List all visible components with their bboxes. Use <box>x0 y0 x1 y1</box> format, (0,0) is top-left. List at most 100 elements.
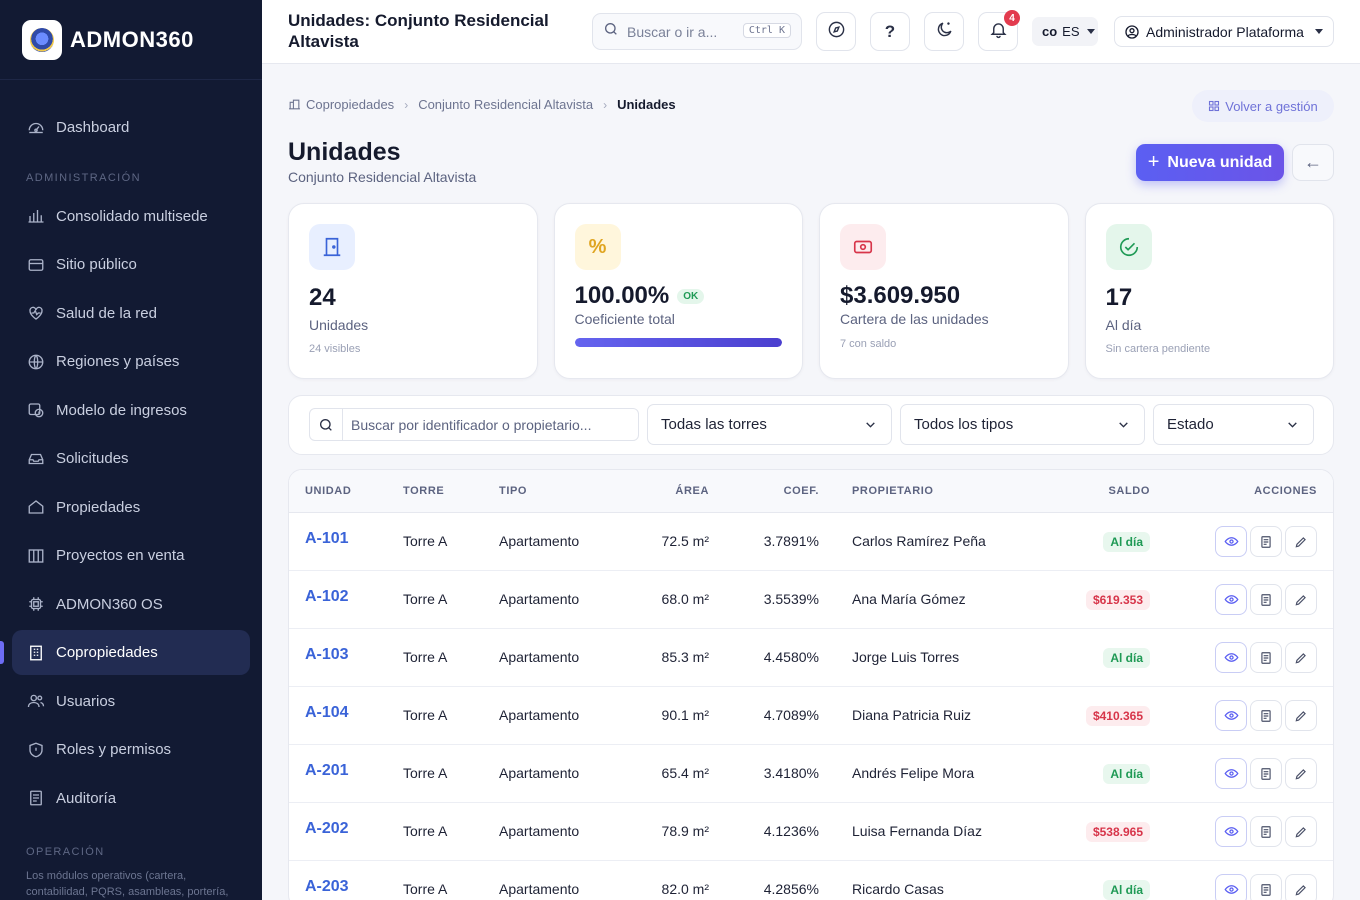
section-label-admin: ADMINISTRACIÓN <box>26 171 141 184</box>
pencil-icon <box>1294 593 1308 607</box>
user-name: Administrador Plataforma <box>1146 23 1304 40</box>
back-button[interactable]: ← <box>1292 144 1334 181</box>
sidebar-item-admon-os[interactable]: ADMON360 OS <box>12 582 250 627</box>
language-selector[interactable]: co ES <box>1032 17 1098 46</box>
unit-link[interactable]: A-202 <box>305 820 349 837</box>
document-button[interactable] <box>1250 758 1282 789</box>
sidebar-nav: Dashboard ADMINISTRACIÓN Consolidado mul… <box>0 80 262 900</box>
edit-button[interactable] <box>1285 584 1317 615</box>
notifications-button[interactable]: 4 <box>978 10 1020 51</box>
cell-type: Apartamento <box>499 533 580 549</box>
revenue-icon <box>26 400 46 420</box>
column-header-coef[interactable]: COEF. <box>783 485 819 497</box>
notification-count-badge: 4 <box>1004 10 1020 26</box>
unit-link[interactable]: A-104 <box>305 704 349 721</box>
sidebar-item-usuarios[interactable]: Usuarios <box>12 679 250 724</box>
type-filter-select[interactable]: Todos los tipos <box>900 404 1145 445</box>
sidebar-item-copropiedades[interactable]: Copropiedades <box>0 630 250 675</box>
sidebar-item-roles[interactable]: Roles y permisos <box>12 727 250 772</box>
breadcrumb-item[interactable]: Copropiedades <box>306 97 395 112</box>
balance-badge: $619.353 <box>1085 590 1150 610</box>
eye-icon <box>1223 592 1239 607</box>
sidebar-item-proyectos[interactable]: Proyectos en venta <box>12 533 250 578</box>
sidebar-item-consolidado[interactable]: Consolidado multisede <box>12 194 250 239</box>
status-filter-select[interactable]: Estado <box>1153 404 1314 445</box>
chevron-right-icon: › <box>603 97 608 112</box>
column-header-area[interactable]: ÁREA <box>675 485 709 497</box>
user-menu-button[interactable]: Administrador Plataforma <box>1114 16 1334 47</box>
sidebar-item-regiones[interactable]: Regiones y países <box>12 339 250 384</box>
edit-button[interactable] <box>1285 700 1317 731</box>
document-button[interactable] <box>1250 584 1282 615</box>
table-row: A-101 Torre A Apartamento 72.5 m² 3.7891% Car… <box>289 513 1333 571</box>
edit-button[interactable] <box>1285 758 1317 789</box>
new-unit-button[interactable]: + Nueva unidad <box>1136 144 1284 181</box>
sidebar-item-sitio-publico[interactable]: Sitio público <box>12 242 250 287</box>
balance-badge: Al día <box>1103 880 1150 900</box>
breadcrumb-item[interactable]: Conjunto Residencial Altavista <box>418 97 594 112</box>
view-button[interactable] <box>1215 642 1247 673</box>
stat-label: Coeficiente total <box>574 311 675 327</box>
compass-button[interactable] <box>816 12 856 51</box>
language-code: ES <box>1062 24 1080 39</box>
view-button[interactable] <box>1215 584 1247 615</box>
document-button[interactable] <box>1250 874 1282 900</box>
sidebar-item-modelo-ingresos[interactable]: Modelo de ingresos <box>12 388 250 433</box>
back-to-management-button[interactable]: Volver a gestión <box>1192 90 1334 122</box>
view-button[interactable] <box>1215 874 1247 900</box>
crest-logo <box>22 19 62 60</box>
sidebar-item-salud-red[interactable]: Salud de la red <box>12 291 250 336</box>
column-header-owner[interactable]: PROPIETARIO <box>852 485 934 497</box>
unit-search-input[interactable]: Buscar por identificador o propietario..… <box>309 408 639 441</box>
chevron-right-icon: › <box>404 97 409 112</box>
unit-link[interactable]: A-203 <box>305 878 349 895</box>
theme-toggle-button[interactable] <box>924 12 964 51</box>
unit-link[interactable]: A-103 <box>305 646 349 663</box>
edit-button[interactable] <box>1285 526 1317 557</box>
document-button[interactable] <box>1250 700 1282 731</box>
pencil-icon <box>1294 767 1308 781</box>
cell-owner: Jorge Luis Torres <box>852 649 960 665</box>
pencil-icon <box>1294 883 1308 897</box>
cell-owner: Luisa Fernanda Díaz <box>852 823 982 839</box>
cell-area: 85.3 m² <box>661 649 709 665</box>
document-button[interactable] <box>1250 816 1282 847</box>
percent-icon: % <box>574 224 621 270</box>
cell-tower: Torre A <box>403 707 448 723</box>
tower-filter-value: Todas las torres <box>661 416 767 433</box>
check-badge-icon <box>1105 224 1152 270</box>
edit-button[interactable] <box>1285 874 1317 900</box>
column-header-balance[interactable]: SALDO <box>1108 485 1150 497</box>
document-icon <box>1259 825 1273 839</box>
help-button[interactable]: ? <box>870 12 910 51</box>
sidebar-item-dashboard[interactable]: Dashboard <box>12 105 250 150</box>
sidebar-note: Los módulos operativos (cartera, contabi… <box>26 870 229 898</box>
balance-badge: $410.365 <box>1085 706 1150 726</box>
column-header-tower[interactable]: TORRE <box>403 485 445 497</box>
edit-button[interactable] <box>1285 642 1317 673</box>
arrow-left-icon: ← <box>1304 152 1322 172</box>
bar-chart-icon <box>26 206 46 226</box>
search-icon <box>310 409 343 440</box>
view-button[interactable] <box>1215 758 1247 789</box>
edit-button[interactable] <box>1285 816 1317 847</box>
column-header-type[interactable]: TIPO <box>499 485 528 497</box>
cell-tower: Torre A <box>403 591 448 607</box>
document-button[interactable] <box>1250 526 1282 557</box>
inbox-icon <box>26 449 46 469</box>
sidebar-item-auditoria[interactable]: Auditoría <box>12 776 250 821</box>
sidebar-item-solicitudes[interactable]: Solicitudes <box>12 436 250 481</box>
view-button[interactable] <box>1215 816 1247 847</box>
document-button[interactable] <box>1250 642 1282 673</box>
unit-link[interactable]: A-201 <box>305 762 349 779</box>
global-search[interactable]: Buscar o ir a... Ctrl K <box>592 13 802 50</box>
brand[interactable]: ADMON360 <box>0 0 262 80</box>
column-header-unit[interactable]: UNIDAD <box>305 485 352 497</box>
sidebar-item-propiedades[interactable]: Propiedades <box>12 485 250 530</box>
unit-link[interactable]: A-102 <box>305 588 349 605</box>
tower-filter-select[interactable]: Todas las torres <box>647 404 892 445</box>
view-button[interactable] <box>1215 526 1247 557</box>
table-row: A-104 Torre A Apartamento 90.1 m² 4.7089% Dia… <box>289 687 1333 745</box>
unit-link[interactable]: A-101 <box>305 530 349 547</box>
view-button[interactable] <box>1215 700 1247 731</box>
